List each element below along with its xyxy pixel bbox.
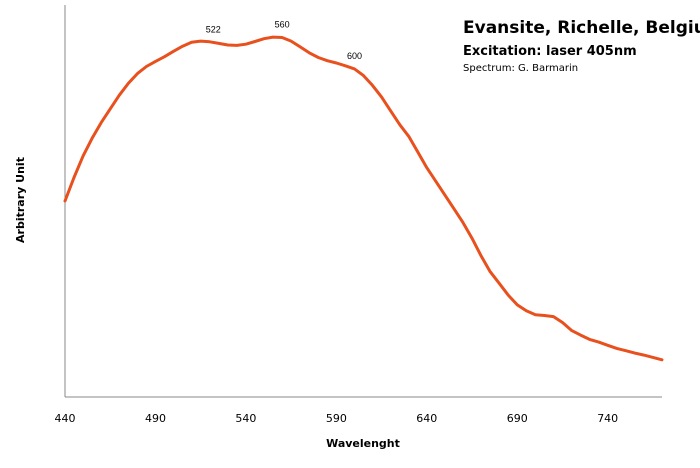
chart-title: Evansite, Richelle, Belgium <box>463 18 700 38</box>
y-axis-title: Arbitrary Unit <box>14 157 27 243</box>
peak-label: 522 <box>206 25 221 35</box>
x-tick-label: 490 <box>145 412 166 425</box>
chart-subtitle: Excitation: laser 405nm <box>463 44 637 59</box>
x-tick-labels: 440 490 540 590 640 690 740 <box>55 412 619 425</box>
x-axis-title: Wavelenght <box>326 437 400 450</box>
x-tick-label: 590 <box>326 412 347 425</box>
spectrum-line <box>63 35 664 362</box>
plot-area: 440 490 540 590 640 690 740 522 560 600 <box>55 5 664 425</box>
peak-labels: 522 560 600 <box>206 20 362 61</box>
x-tick-label: 740 <box>597 412 618 425</box>
x-tick-label: 440 <box>55 412 76 425</box>
x-tick-label: 540 <box>235 412 256 425</box>
x-tick-label: 640 <box>416 412 437 425</box>
peak-label: 600 <box>347 51 362 61</box>
peak-label: 560 <box>275 20 290 30</box>
x-tick-label: 690 <box>507 412 528 425</box>
chart-credit: Spectrum: G. Barmarin <box>463 63 578 74</box>
